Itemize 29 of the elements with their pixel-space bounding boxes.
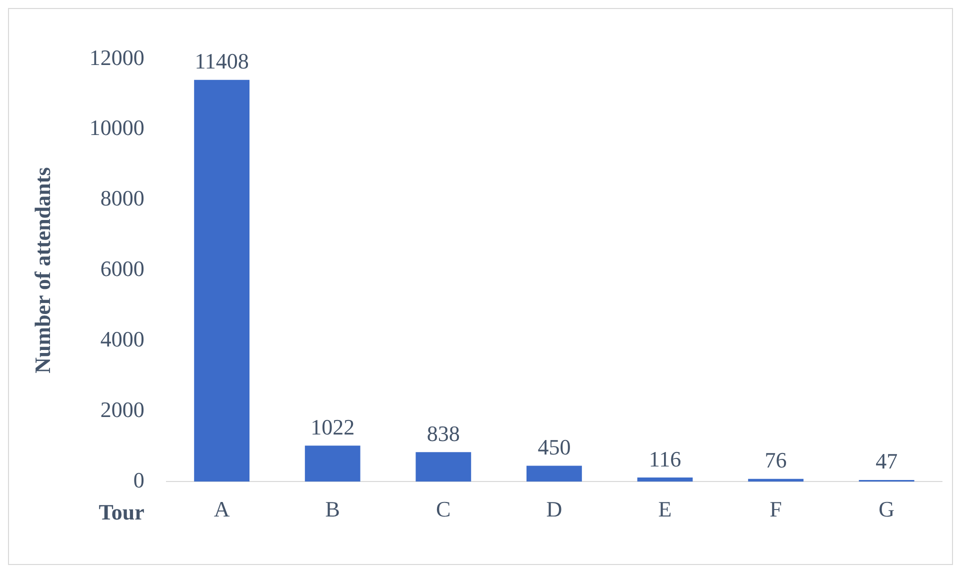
y-tick-label: 8000	[100, 186, 144, 211]
y-tick-label: 0	[133, 467, 144, 492]
y-tick-label: 10000	[89, 115, 144, 140]
data-label: 450	[538, 434, 571, 460]
x-tick-label: D	[546, 496, 562, 522]
data-label: 838	[426, 420, 460, 446]
x-tick-label: B	[325, 496, 340, 522]
y-tick-label: 6000	[100, 256, 144, 282]
x-tick-label: E	[658, 496, 672, 522]
data-label: 1022	[310, 414, 355, 440]
bar	[637, 478, 693, 482]
x-tick-label: F	[770, 496, 782, 522]
bar	[748, 478, 804, 482]
bar	[194, 80, 250, 482]
bar	[526, 466, 582, 482]
x-tick-label: A	[214, 496, 230, 522]
y-tick-label: 12000	[89, 44, 144, 70]
data-label: 76	[764, 448, 787, 473]
x-tick-label: C	[436, 496, 451, 522]
x-tick-label: G	[878, 496, 895, 522]
bar	[304, 446, 360, 482]
data-label: 47	[876, 448, 898, 474]
x-axis-title: Tour	[98, 499, 145, 524]
y-tick-label: 2000	[100, 396, 144, 422]
data-label: 11408	[194, 48, 249, 74]
bar	[416, 452, 472, 482]
y-axis-title: Number of attendants	[30, 166, 55, 374]
y-tick-label: 4000	[100, 326, 144, 352]
data-label: 116	[648, 446, 682, 472]
